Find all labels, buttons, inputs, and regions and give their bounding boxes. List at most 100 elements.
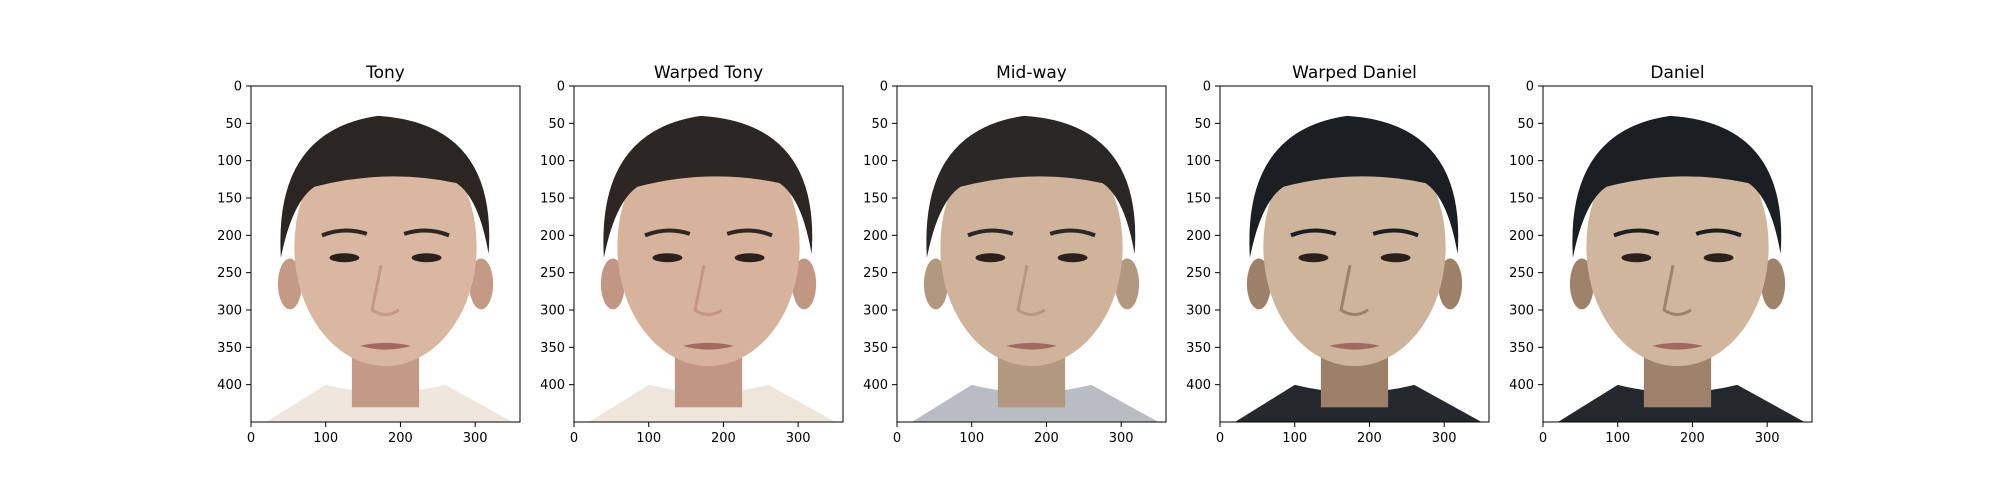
face-image bbox=[251, 86, 520, 422]
y-tick-label: 200 bbox=[1509, 229, 1534, 244]
x-tick-label: 300 bbox=[1109, 431, 1134, 446]
y-tick-label: 300 bbox=[217, 304, 242, 319]
right-eyebrow bbox=[403, 228, 450, 238]
right-ear bbox=[1115, 258, 1140, 310]
face-image bbox=[897, 86, 1166, 422]
y-tick-label: 100 bbox=[540, 154, 565, 169]
panel-3: Warped Daniel 0 100 200 300 0 50 100 150 200 250 30… bbox=[1186, 63, 1490, 446]
face-image bbox=[1543, 86, 1812, 422]
y-tick-label: 350 bbox=[1509, 341, 1534, 356]
y-tick-label: 250 bbox=[540, 266, 565, 281]
y-tick-label: 350 bbox=[217, 341, 242, 356]
nose bbox=[370, 264, 400, 316]
x-tick-label: 300 bbox=[1432, 431, 1457, 446]
face bbox=[617, 127, 800, 366]
y-tick-label: 400 bbox=[540, 378, 565, 393]
x-tick-label: 100 bbox=[636, 431, 661, 446]
x-tick-label: 300 bbox=[1755, 431, 1780, 446]
left-ear bbox=[600, 258, 625, 310]
hair bbox=[603, 115, 813, 258]
y-tick-label: 150 bbox=[540, 192, 565, 207]
left-eyebrow bbox=[1290, 228, 1337, 238]
x-tick-label: 0 bbox=[1216, 431, 1224, 446]
y-tick-label: 200 bbox=[217, 229, 242, 244]
y-tick-label: 100 bbox=[217, 154, 242, 169]
left-eyebrow bbox=[321, 228, 368, 238]
y-tick-label: 200 bbox=[1186, 229, 1211, 244]
face bbox=[294, 127, 477, 366]
right-ear bbox=[792, 258, 817, 310]
right-eye bbox=[1703, 253, 1734, 263]
axes-frame bbox=[250, 85, 521, 423]
y-tick-label: 300 bbox=[1509, 304, 1534, 319]
hair bbox=[1249, 115, 1459, 258]
axes-frame bbox=[1542, 85, 1813, 423]
right-eyebrow bbox=[1049, 228, 1096, 238]
y-tick-label: 100 bbox=[863, 154, 888, 169]
x-tick-label: 200 bbox=[388, 431, 413, 446]
y-tick-label: 300 bbox=[863, 304, 888, 319]
face-image bbox=[574, 86, 843, 422]
right-ear bbox=[1761, 258, 1786, 310]
hair bbox=[1572, 115, 1782, 258]
right-eye bbox=[1057, 253, 1088, 263]
x-tick-label: 0 bbox=[1539, 431, 1547, 446]
y-tick-label: 0 bbox=[234, 80, 242, 95]
x-tick-label: 200 bbox=[711, 431, 736, 446]
mouth bbox=[1329, 342, 1380, 350]
y-tick-label: 250 bbox=[217, 266, 242, 281]
y-tick-label: 150 bbox=[1509, 192, 1534, 207]
y-tick-label: 100 bbox=[1186, 154, 1211, 169]
y-tick-label: 400 bbox=[1186, 378, 1211, 393]
face-image bbox=[1220, 86, 1489, 422]
y-tick-label: 300 bbox=[540, 304, 565, 319]
x-tick-label: 0 bbox=[247, 431, 255, 446]
x-tick-label: 300 bbox=[786, 431, 811, 446]
panel-4: Daniel 0 100 200 300 0 50 100 150 200 250 300 350 400 bbox=[1509, 63, 1813, 446]
axes-frame bbox=[1219, 85, 1490, 423]
left-eye bbox=[652, 253, 683, 263]
left-ear bbox=[923, 258, 948, 310]
y-tick-label: 400 bbox=[217, 378, 242, 393]
y-tick-label: 350 bbox=[1186, 341, 1211, 356]
y-tick-label: 250 bbox=[863, 266, 888, 281]
left-eye bbox=[329, 253, 360, 263]
x-tick-label: 100 bbox=[313, 431, 338, 446]
nose bbox=[1339, 264, 1369, 316]
left-ear bbox=[277, 258, 302, 310]
panel-1: Warped Tony 0 100 200 300 0 50 100 150 200 250 300 3… bbox=[540, 63, 844, 446]
mouth bbox=[683, 342, 734, 350]
left-eyebrow bbox=[1613, 228, 1660, 238]
x-tick-label: 100 bbox=[1605, 431, 1630, 446]
x-tick-label: 200 bbox=[1357, 431, 1382, 446]
y-tick-label: 50 bbox=[548, 117, 565, 132]
y-tick-label: 250 bbox=[1186, 266, 1211, 281]
y-tick-label: 150 bbox=[1186, 192, 1211, 207]
mouth bbox=[1006, 342, 1057, 350]
right-ear bbox=[1438, 258, 1463, 310]
nose bbox=[1016, 264, 1046, 316]
hair bbox=[926, 115, 1136, 258]
y-tick-label: 350 bbox=[540, 341, 565, 356]
y-tick-label: 50 bbox=[1194, 117, 1211, 132]
x-tick-label: 0 bbox=[893, 431, 901, 446]
left-eye bbox=[975, 253, 1006, 263]
y-tick-label: 350 bbox=[863, 341, 888, 356]
face bbox=[940, 127, 1123, 366]
x-tick-label: 200 bbox=[1680, 431, 1705, 446]
right-ear bbox=[469, 258, 494, 310]
y-tick-label: 0 bbox=[1203, 80, 1211, 95]
axes-frame bbox=[573, 85, 844, 423]
y-tick-label: 200 bbox=[540, 229, 565, 244]
nose bbox=[693, 264, 723, 316]
x-tick-label: 200 bbox=[1034, 431, 1059, 446]
y-tick-label: 150 bbox=[217, 192, 242, 207]
panel-0: Tony 0 100 200 300 0 50 100 150 200 250 300 350 400 bbox=[217, 63, 521, 446]
nose bbox=[1662, 264, 1692, 316]
left-eyebrow bbox=[967, 228, 1014, 238]
x-tick-label: 300 bbox=[463, 431, 488, 446]
right-eye bbox=[734, 253, 765, 263]
left-eyebrow bbox=[644, 228, 691, 238]
